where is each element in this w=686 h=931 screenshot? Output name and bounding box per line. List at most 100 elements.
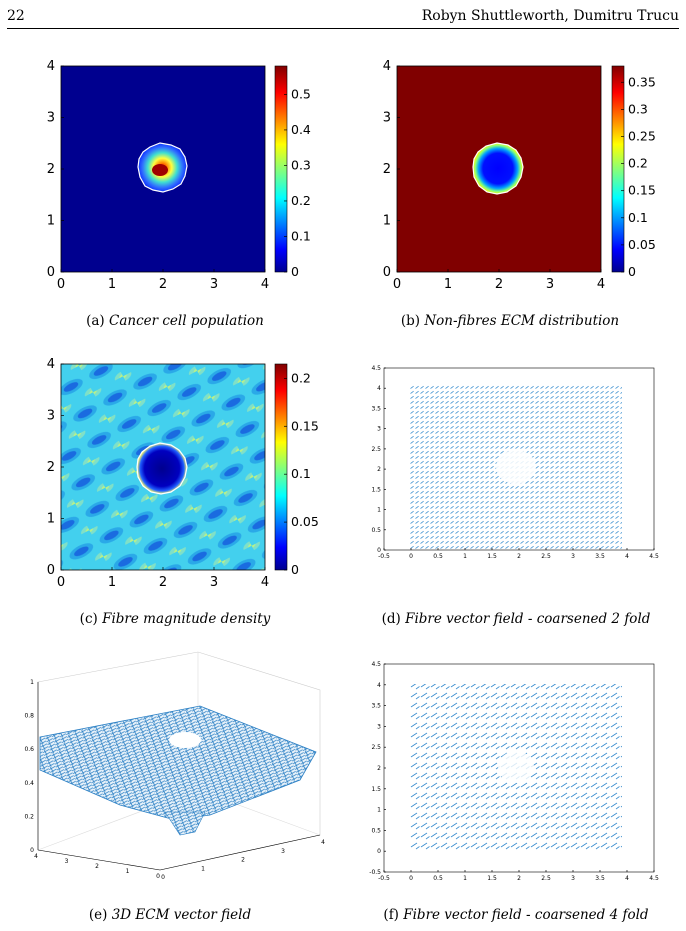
header-rule (7, 28, 679, 29)
running-header: 22 Robyn Shuttleworth, Dumitru Trucu (7, 8, 679, 26)
colorbar-tick-label: 0.3 (628, 101, 648, 116)
colorbar-tick-label: 0.4 (291, 122, 311, 137)
y-tick-label: 4 (34, 853, 38, 860)
y-tick-label: 0 (377, 848, 381, 855)
x-tick-label: 2 (241, 857, 245, 864)
page-number: 22 (7, 8, 25, 24)
tumour-region-b (472, 142, 524, 195)
x-tick-label: 3 (210, 575, 218, 590)
panel-f: -0.5 0 0.5 1 1.5 2 2.5 3 3.5 4 4.5 -0.5 0 0.5 1 1.5 2 2.5… (369, 661, 659, 882)
axes-ticks-d: -0.5 0 0.5 1 1.5 2 2.5 3 3.5 4 4.500.511.522.533.5… (371, 365, 658, 560)
y-tick-label: 0 (47, 265, 55, 280)
caption-a: (a) Cancer cell population (60, 313, 290, 329)
caption-f: (f) Fibre vector field - coarsened 4 fol… (366, 907, 666, 923)
y-tick-label: 1 (377, 807, 381, 814)
x-tick-label: 4 (625, 875, 629, 882)
colorbar-tick-label: 0.25 (628, 128, 656, 143)
colorbar-tick-label: 0.05 (291, 514, 319, 529)
y-tick-label: -0.5 (369, 869, 381, 876)
caption-f-text: Fibre vector field - coarsened 4 fold (403, 907, 649, 923)
panel-a: 0 1 2 3 4 0 1 2 3 4 0 0.1 0.2 0.3 0.4 0.5 (47, 59, 311, 292)
caption-b-label: (b) (400, 313, 421, 329)
panel-c: 0 1 2 3 4 0 1 2 3 4 0 0.05 0.1 0.15 0.2 (47, 357, 319, 590)
caption-a-label: (a) (86, 313, 105, 329)
y-tick-label: 0.5 (371, 527, 381, 534)
colorbar-tick-label: 0.05 (628, 237, 656, 252)
x-tick-label: 3.5 (595, 553, 605, 560)
y-tick-label: 4 (377, 682, 381, 689)
x-tick-label: -0.5 (378, 553, 390, 560)
y-tick-label: 3 (65, 858, 69, 865)
caption-c-text: Fibre magnitude density (102, 611, 271, 627)
x-tick-label: 2.5 (541, 875, 551, 882)
y-axis-e (37, 849, 161, 871)
x-tick-label: 3 (546, 277, 554, 292)
y-tick-label: 4 (377, 385, 381, 392)
y-tick-label: 2.5 (371, 446, 381, 453)
y-tick-label: 2 (47, 460, 55, 475)
tumour-core-a (152, 164, 168, 176)
panel-b: 0 1 2 3 4 0 1 2 3 4 0 0.05 0.1 0.15 0.2 0.25 0.3 0.35 (383, 59, 656, 292)
y-tick-label: 0 (383, 265, 391, 280)
x-tick-label: 3.5 (595, 875, 605, 882)
x-axis-e (159, 834, 321, 871)
x-tick-label: 2 (159, 277, 167, 292)
x-tick-label: 0 (57, 575, 65, 590)
y-tick-label: 2.5 (371, 744, 381, 751)
y-tick-label: 3 (47, 409, 55, 424)
colorbar-tick-label: 0.2 (628, 156, 648, 171)
x-tick-label: 0 (161, 874, 165, 881)
y-tick-label: 4.5 (371, 661, 381, 668)
surface-dip-e (164, 811, 206, 836)
caption-c-label: (c) (79, 611, 98, 627)
x-tick-label: 2 (517, 553, 521, 560)
y-tick-label: 1.5 (371, 786, 381, 793)
quiver-void-d (496, 450, 536, 484)
caption-d-text: Fibre vector field - coarsened 2 fold (405, 611, 651, 627)
colorbar-tick-label: 0 (291, 562, 299, 577)
y-tick-label: 4 (47, 59, 55, 74)
z-tick-label: 1 (30, 679, 34, 686)
x-tick-label: 4 (597, 277, 605, 292)
axes-ticks-c: 0 1 2 3 4 0 1 2 3 4 0 0.05 0.1 0.15 0.2 (47, 357, 319, 590)
y-tick-label: 1 (126, 868, 130, 875)
colorbar-tick-label: 0.35 (628, 74, 656, 89)
colorbar-tick-label: 0.1 (291, 228, 311, 243)
colorbar-c (274, 363, 288, 571)
colorbar-tick-label: 0.2 (291, 193, 311, 208)
y-tick-label: 4 (383, 59, 391, 74)
x-tick-label: 2 (517, 875, 521, 882)
y-tick-label: 1.5 (371, 486, 381, 493)
x-tick-label: 1 (108, 277, 116, 292)
caption-e-label: (e) (88, 907, 108, 923)
y-tick-label: 0 (377, 547, 381, 554)
x-tick-label: 1 (108, 575, 116, 590)
colorbar-tick-label: 0 (628, 264, 636, 279)
colorbar-tick-label: 0.15 (628, 183, 656, 198)
y-tick-label: 0 (47, 563, 55, 578)
x-tick-label: 4.5 (649, 875, 659, 882)
y-tick-label: 2 (377, 765, 381, 772)
colorbar-tick-label: 0 (291, 264, 299, 279)
x-tick-label: 2 (495, 277, 503, 292)
x-tick-label: 4 (261, 575, 269, 590)
colorbar-tick-label: 0.15 (291, 418, 319, 433)
x-tick-label: 1 (444, 277, 452, 292)
y-tick-label: 3 (377, 723, 381, 730)
x-tick-label: 0 (393, 277, 401, 292)
x-tick-label: 0.5 (433, 553, 443, 560)
y-tick-label: 0 (156, 873, 160, 880)
axes-ticks-f: -0.5 0 0.5 1 1.5 2 2.5 3 3.5 4 4.5 -0.5 0 0.5 1 1.5 2 2.5… (369, 661, 659, 882)
colorbar-tick-label: 0.5 (291, 86, 311, 101)
z-tick-label: 0 (30, 847, 34, 854)
y-tick-label: 4.5 (371, 365, 381, 372)
y-tick-label: 4 (47, 357, 55, 372)
colorbar-tick-label: 0.1 (291, 466, 311, 481)
z-tick-label: 0.2 (24, 813, 34, 820)
quiver-void-f (498, 751, 534, 783)
x-tick-label: 1.5 (487, 875, 497, 882)
x-tick-label: 2.5 (541, 553, 551, 560)
colorbar-tick-label: 0.2 (291, 370, 311, 385)
